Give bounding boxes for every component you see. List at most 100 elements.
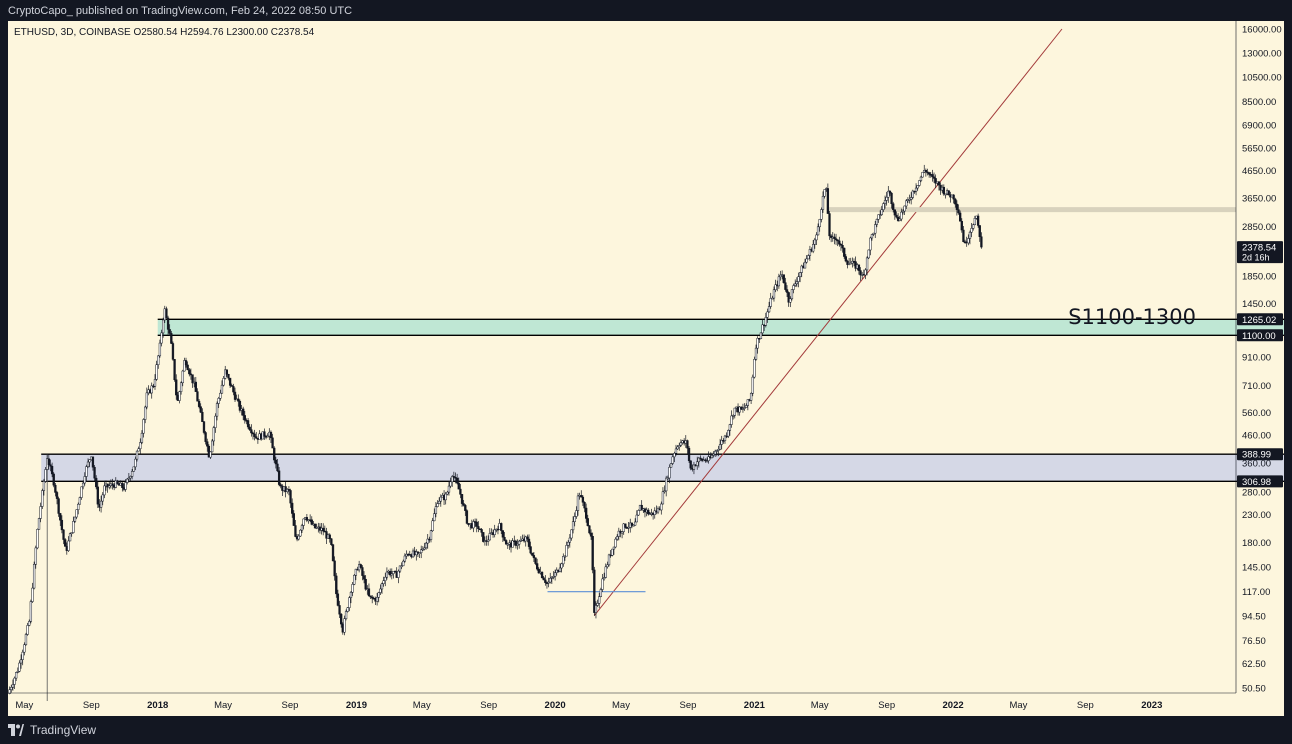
candle-body — [955, 203, 959, 210]
candle-body — [673, 453, 676, 458]
candle-body — [346, 607, 349, 612]
candle-body — [937, 181, 941, 186]
time-tick-label: 2021 — [744, 700, 766, 711]
candle-body — [344, 611, 348, 619]
candle-body — [591, 536, 594, 571]
candle-body — [423, 547, 426, 550]
candle-body — [890, 192, 893, 204]
candle-body — [197, 400, 201, 407]
candle-body — [297, 535, 300, 540]
candle-body — [429, 530, 433, 540]
candle-body — [885, 196, 888, 201]
price-tick-label: 62.50 — [1242, 659, 1266, 670]
candle-body — [400, 565, 403, 568]
candle-body — [867, 249, 870, 259]
time-tick-label: 2018 — [147, 700, 168, 711]
candle-body — [616, 536, 619, 540]
candle-body — [464, 505, 467, 511]
candle-body — [826, 188, 830, 214]
time-tick-label: May — [214, 700, 232, 711]
candle-body — [88, 459, 91, 463]
time-tick-label: Sep — [83, 700, 100, 711]
candle-body — [829, 235, 833, 238]
candle-body — [103, 485, 106, 496]
candle-body — [420, 549, 423, 553]
candle-body — [287, 489, 291, 491]
candle-body — [480, 529, 483, 533]
time-tick-label: May — [1009, 700, 1027, 711]
candle-body — [139, 442, 142, 450]
candle-body — [274, 459, 277, 465]
candle-body — [743, 407, 746, 409]
candle-body — [934, 178, 937, 184]
candle-body — [416, 551, 420, 554]
candle-body — [568, 537, 571, 543]
candle-body — [620, 531, 624, 534]
candle-body — [225, 369, 229, 375]
price-tick-label: 10500.00 — [1242, 73, 1282, 84]
candle-body — [812, 244, 815, 252]
candle-body — [606, 564, 609, 568]
candle-body — [741, 408, 745, 410]
candle-body — [403, 555, 407, 562]
candle-body — [155, 364, 158, 380]
candle-body — [248, 426, 251, 430]
candle-body — [637, 510, 640, 516]
candle-body — [353, 575, 356, 585]
time-tick-label: Sep — [878, 700, 895, 711]
candle-body — [720, 440, 723, 445]
candle-body — [815, 234, 818, 241]
candle-body — [869, 237, 872, 251]
candle-body — [322, 527, 325, 532]
candle-body — [215, 403, 219, 417]
candle-body — [359, 564, 362, 568]
candle-body — [32, 564, 36, 589]
candle-body — [80, 486, 83, 498]
candle-body — [271, 437, 274, 449]
candle-body — [186, 364, 189, 370]
candle-body — [942, 186, 945, 195]
candle-body — [24, 634, 28, 645]
candle-body — [34, 547, 37, 565]
candle-body — [219, 392, 222, 399]
candle-body — [487, 539, 490, 542]
price-tick-label: 145.00 — [1242, 563, 1271, 574]
price-tick-label: 6900.00 — [1242, 121, 1276, 132]
candle-body — [379, 588, 382, 593]
candle-body — [756, 338, 759, 349]
candle-body — [330, 538, 333, 545]
candle-body — [83, 476, 86, 484]
candle-body — [749, 393, 753, 401]
tradingview-logo[interactable]: TradingView — [8, 716, 96, 744]
candle-body — [674, 448, 678, 454]
candle-body — [196, 391, 199, 402]
candle-body — [527, 538, 531, 547]
candle-body — [952, 194, 955, 200]
candle-body — [28, 621, 31, 626]
tradingview-icon — [8, 724, 24, 736]
candle-body — [634, 521, 637, 526]
candle-body — [575, 510, 578, 517]
candle-body — [11, 684, 15, 688]
candle-body — [692, 464, 696, 470]
candle-body — [671, 456, 674, 464]
candle-body — [598, 596, 601, 604]
candle-body — [707, 456, 710, 461]
price-badge-label: 1100.00 — [1242, 331, 1276, 342]
candle-body — [526, 536, 529, 540]
candle-body — [124, 482, 127, 490]
candle-body — [209, 451, 212, 458]
candle-body — [449, 481, 452, 487]
candle-body — [477, 526, 480, 530]
candle-body — [212, 427, 215, 442]
price-chart[interactable]: 16000.00 13000.00 10500.00 8500.00 6900.00 56… — [8, 21, 1284, 716]
candle-body — [586, 518, 589, 527]
candle-body — [818, 219, 821, 228]
chart-area[interactable]: 16000.00 13000.00 10500.00 8500.00 6900.00 56… — [8, 21, 1284, 716]
candle-body — [377, 592, 380, 598]
candle-body — [839, 243, 843, 246]
price-tick-label: 3650.00 — [1242, 194, 1276, 205]
candle-body — [348, 597, 351, 608]
time-tick-label: May — [612, 700, 630, 711]
candle-body — [361, 567, 364, 576]
